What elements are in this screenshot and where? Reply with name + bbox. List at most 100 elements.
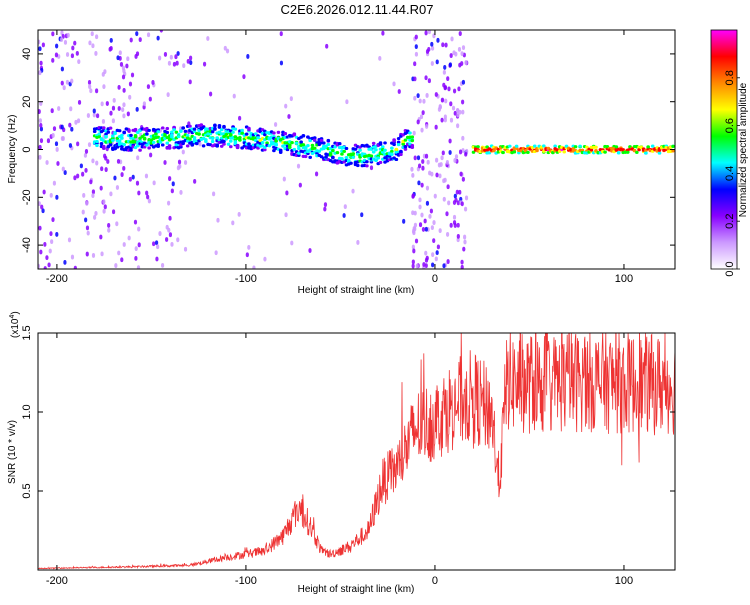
heatmap-cell [455,108,460,113]
heatmap-cell [129,133,133,137]
heatmap-cell [47,262,51,268]
heatmap-cell [429,208,433,214]
heatmap-cell [635,150,639,154]
heatmap-cell [333,145,337,149]
heatmap-cell [51,31,55,37]
heatmap-cell [63,260,67,265]
snr-panel: -200 -100 0 100 0.5 1.0 1.5 Height of straigh… [7,311,676,595]
heatmap-cell [151,140,156,145]
heatmap-cell [238,115,242,121]
heatmap-cell [443,65,447,70]
heatmap-cell [512,150,517,154]
heatmap-cell [57,106,61,111]
heatmap-cell [411,244,415,250]
heatmap-cell [319,138,324,143]
heatmap-cell [120,133,124,138]
heatmap-cell [101,119,106,124]
heatmap-cell [142,145,147,149]
heatmap-cell [369,165,374,171]
heatmap-cell [68,132,72,138]
heatmap-cell [416,155,421,161]
heatmap-cell [414,44,418,50]
heatmap-cell [427,78,431,84]
heatmap-cell [462,246,466,252]
heatmap-cell [284,212,288,218]
heatmap-cell [420,127,424,133]
heatmap-cell [419,114,424,120]
heatmap-cell [358,148,362,152]
heatmap-cell [448,138,452,144]
heatmap-cell [443,114,447,120]
heatmap-cell [168,215,172,221]
heatmap-cell [170,133,174,137]
spectrogram-x-ticks: -200 -100 0 100 [46,30,633,285]
heatmap-cell [38,225,42,231]
heatmap-cell [396,143,401,147]
heatmap-cell [383,148,387,152]
heatmap-cell [174,130,179,134]
heatmap-cell [435,250,439,256]
heatmap-cell [122,88,126,93]
heatmap-cell [306,144,310,148]
heatmap-cell [297,153,301,158]
y-tick-label: 0.5 [21,483,33,498]
heatmap-cell [253,132,258,136]
heatmap-cell [448,62,453,68]
heatmap-cell [394,147,399,151]
heatmap-cell [424,153,429,159]
heatmap-cell [111,105,116,111]
heatmap-cell [247,142,251,146]
heatmap-cell [84,149,89,154]
heatmap-cell [410,145,415,149]
x-tick-label: 100 [615,273,633,285]
heatmap-cell [96,113,100,119]
heatmap-cell [137,226,141,232]
heatmap-cell [84,217,88,223]
heatmap-cell [165,130,170,135]
colorbar-tick-label: 0.4 [724,166,736,181]
heatmap-cell [146,84,151,90]
heatmap-cell [445,232,450,237]
heatmap-cell [455,189,459,195]
heatmap-cell [215,136,219,140]
heatmap-cell [463,155,468,161]
heatmap-cell [353,147,358,151]
heatmap-cell [273,122,278,127]
heatmap-cell [343,204,347,210]
heatmap-cell [156,130,161,134]
heatmap-cell [430,45,435,51]
heatmap-cell [70,254,75,260]
heatmap-cell [335,151,340,155]
heatmap-cell [454,154,459,160]
heatmap-cell [152,180,156,186]
heatmap-cell [84,168,88,173]
heatmap-cell [458,31,462,36]
heatmap-cell [412,226,416,231]
spectrogram-y-ticks: -40 -20 0 20 40 [21,48,675,253]
heatmap-cell [77,59,81,65]
heatmap-cell [63,40,68,45]
heatmap-cell [421,159,425,164]
heatmap-cell [417,163,422,169]
heatmap-cell [399,149,403,153]
heatmap-cell [91,189,96,195]
heatmap-cell [279,60,284,66]
heatmap-cell [149,152,153,158]
heatmap-cell [156,144,161,148]
heatmap-cell [441,150,445,156]
heatmap-cell [394,157,399,162]
heatmap-cell [86,230,90,236]
heatmap-cell [263,145,267,150]
heatmap-cell [185,144,190,148]
heatmap-cell [109,191,113,197]
heatmap-cell [244,132,249,136]
heatmap-cell [70,78,74,84]
heatmap-cell [128,176,132,182]
heatmap-cell [116,55,120,61]
heatmap-cell [107,227,111,233]
heatmap-cell [156,35,160,41]
heatmap-cell [452,214,457,220]
heatmap-cell [424,257,429,263]
heatmap-cell [122,102,126,108]
heatmap-cell [238,138,242,142]
